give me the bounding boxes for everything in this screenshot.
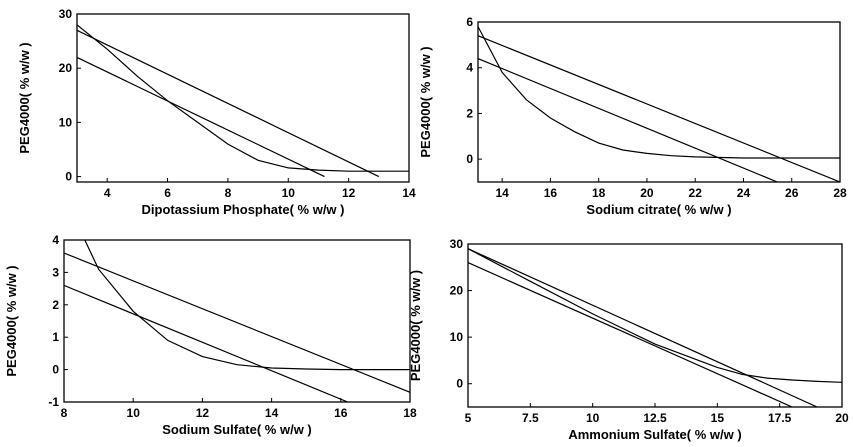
x-tick-label: 8 <box>61 406 68 420</box>
x-axis-label: Sodium Sulfate( % w/w ) <box>162 422 312 437</box>
plot-frame <box>76 13 410 183</box>
y-tick-label: -1 <box>48 395 59 409</box>
x-tick-label: 18 <box>592 186 606 200</box>
tie-line <box>468 262 793 407</box>
plot-frame <box>477 21 841 183</box>
y-tick-label: 0 <box>456 377 463 391</box>
tie-line <box>468 248 818 407</box>
x-tick-label: 12 <box>342 186 356 200</box>
x-tick-label: 12 <box>196 406 210 420</box>
y-axis-label: PEG4000( % w/w ) <box>418 46 433 157</box>
tie-line <box>478 58 778 182</box>
x-tick-label: 20 <box>835 411 849 425</box>
tie-line <box>478 35 840 182</box>
x-tick-label: 8 <box>225 186 232 200</box>
y-tick-label: 30 <box>450 237 464 251</box>
y-tick-label: 2 <box>466 106 473 120</box>
x-tick-label: 14 <box>402 186 416 200</box>
binodal-curve <box>84 240 410 371</box>
y-tick-label: 30 <box>59 7 73 21</box>
x-tick-label: 24 <box>737 186 751 200</box>
x-tick-label: 12.5 <box>643 411 667 425</box>
y-tick-label: 0 <box>65 170 72 184</box>
x-tick-label: 14 <box>495 186 509 200</box>
x-tick-label: 16 <box>544 186 558 200</box>
x-tick-label: 10 <box>586 411 600 425</box>
y-tick-label: 4 <box>52 233 59 247</box>
y-tick-label: 0 <box>466 152 473 166</box>
x-tick-label: 15 <box>711 411 725 425</box>
x-tick-label: 10 <box>127 406 141 420</box>
binodal-curve <box>468 248 842 383</box>
tie-line <box>64 284 348 402</box>
plot-frame <box>467 243 843 408</box>
y-tick-label: 6 <box>466 15 473 29</box>
chart-panel-dipotassium-phosphate: 4 6 8 10 12 14 0 10 20 30 Dipotassium Phosphate( %… <box>17 7 416 217</box>
x-tick-label: 10 <box>282 186 296 200</box>
binodal-curve <box>77 24 409 172</box>
plot-frame <box>63 239 411 403</box>
y-tick-label: 3 <box>52 265 59 279</box>
y-tick-label: 0 <box>52 363 59 377</box>
y-tick-label: 20 <box>59 61 73 75</box>
y-tick-label: 1 <box>52 330 59 344</box>
x-tick-label: 20 <box>640 186 654 200</box>
x-tick-label: 16 <box>334 406 348 420</box>
tie-line <box>64 252 410 393</box>
x-tick-label: 7.5 <box>522 411 539 425</box>
tie-line <box>77 29 380 178</box>
chart-panel-ammonium-sulfate: 5 7.5 10 12.5 15 17.5 20 0 10 20 30 Ammonium Sulfat… <box>408 237 849 442</box>
x-tick-label: 17.5 <box>768 411 792 425</box>
x-tick-label: 5 <box>465 411 472 425</box>
x-tick-label: 18 <box>403 406 417 420</box>
tie-line <box>77 56 325 178</box>
y-tick-label: 4 <box>466 61 473 75</box>
x-tick-label: 22 <box>689 186 703 200</box>
y-axis-label: PEG4000( % w/w ) <box>408 270 423 381</box>
binodal-curve <box>478 26 840 159</box>
x-tick-label: 28 <box>833 186 847 200</box>
y-axis-label: PEG4000( % w/w ) <box>17 42 32 153</box>
x-tick-label: 4 <box>104 186 111 200</box>
x-tick-label: 6 <box>164 186 171 200</box>
y-tick-label: 10 <box>450 330 464 344</box>
x-axis-label: Sodium citrate( % w/w ) <box>586 202 731 217</box>
x-axis-label: Dipotassium Phosphate( % w/w ) <box>142 202 345 217</box>
x-tick-label: 14 <box>265 406 279 420</box>
y-tick-label: 2 <box>52 298 59 312</box>
y-axis-label: PEG4000( % w/w ) <box>4 265 19 376</box>
y-tick-label: 10 <box>59 115 73 129</box>
x-axis-label: Ammonium Sulfate( % w/w ) <box>568 427 741 442</box>
y-tick-label: 20 <box>450 284 464 298</box>
x-tick-label: 26 <box>785 186 799 200</box>
